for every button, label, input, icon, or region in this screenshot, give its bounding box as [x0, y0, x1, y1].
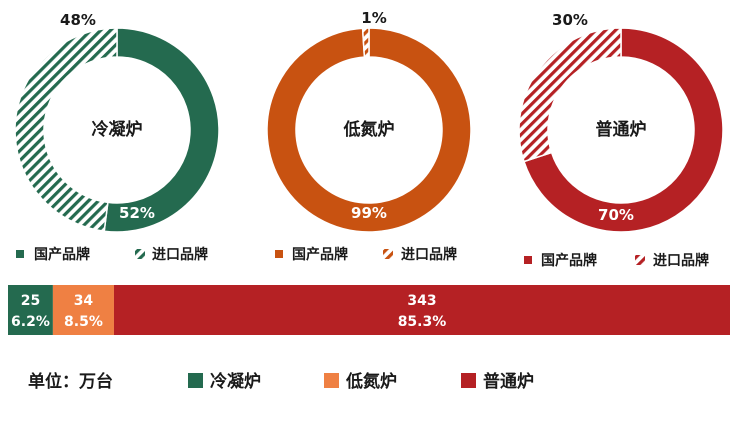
bar-value-ordinary: 343	[407, 293, 436, 309]
bar-share-ordinary: 85.3%	[398, 314, 447, 330]
legend-swatch-domestic	[275, 250, 283, 258]
bar-segment-cold	[8, 285, 53, 335]
slice-imported-ordinary	[518, 27, 622, 163]
legend-swatch-imported	[635, 255, 645, 265]
bar-segment-ordinary	[113, 285, 731, 335]
slice-domestic-ordinary	[523, 27, 724, 233]
legend-label-domestic: 国产品牌	[541, 252, 597, 269]
slice-label-imported-ordinary: 30%	[552, 11, 588, 29]
slice-label-domestic-ordinary: 70%	[598, 206, 634, 224]
bar-value-cold: 25	[21, 293, 40, 309]
stacked-bar: 25 6.2% 34 8.5% 343 85.3%	[8, 285, 731, 335]
donut-chart-ordinary: 普通炉 70% 30%	[518, 11, 724, 233]
legend-label-imported: 进口品牌	[653, 252, 709, 269]
slice-imported-cold	[14, 27, 118, 233]
legend-cold: 国产品牌 进口品牌	[16, 246, 208, 263]
slice-label-domestic-nitrogen: 99%	[351, 204, 387, 222]
legend-swatch-cold	[188, 373, 203, 388]
legend-swatch-imported	[135, 249, 145, 259]
slice-label-imported-nitrogen: 1%	[361, 9, 386, 27]
legend-label-domestic: 国产品牌	[34, 246, 90, 263]
bar-value-nitrogen: 34	[74, 293, 94, 309]
donut-chart-nitrogen: 低氮炉 99% 1%	[266, 9, 472, 233]
legend-swatch-ordinary	[461, 373, 476, 388]
donut-center-label-nitrogen: 低氮炉	[343, 119, 395, 140]
donut-center-label-cold: 冷凝炉	[92, 119, 143, 140]
bar-share-cold: 6.2%	[11, 314, 50, 330]
legend-label-nitrogen: 低氮炉	[345, 371, 397, 392]
bar-segment-nitrogen	[52, 285, 114, 335]
legend-swatch-domestic	[524, 256, 532, 264]
slice-imported-nitrogen	[361, 27, 370, 58]
donut-center-label-ordinary: 普通炉	[596, 119, 647, 140]
donut-chart-cold: 冷凝炉 52% 48%	[14, 11, 220, 233]
legend-swatch-domestic	[16, 250, 24, 258]
legend-label-cold: 冷凝炉	[210, 371, 261, 392]
legend-label-domestic: 国产品牌	[292, 246, 348, 263]
legend-nitrogen: 国产品牌 进口品牌	[275, 246, 457, 263]
unit-label: 单位：万台	[28, 371, 113, 392]
slice-domestic-nitrogen	[266, 27, 472, 233]
legend-label-imported: 进口品牌	[401, 246, 457, 263]
legend-swatch-imported	[383, 249, 393, 259]
legend-swatch-nitrogen	[324, 373, 339, 388]
legend-ordinary: 国产品牌 进口品牌	[524, 252, 709, 269]
bar-share-nitrogen: 8.5%	[64, 314, 103, 330]
bar-legend: 单位：万台 冷凝炉 低氮炉 普通炉	[28, 371, 534, 392]
slice-domestic-cold	[103, 27, 220, 233]
legend-label-imported: 进口品牌	[152, 246, 208, 263]
slice-label-domestic-cold: 52%	[119, 204, 155, 222]
legend-label-ordinary: 普通炉	[483, 371, 534, 392]
slice-label-imported-cold: 48%	[60, 11, 96, 29]
